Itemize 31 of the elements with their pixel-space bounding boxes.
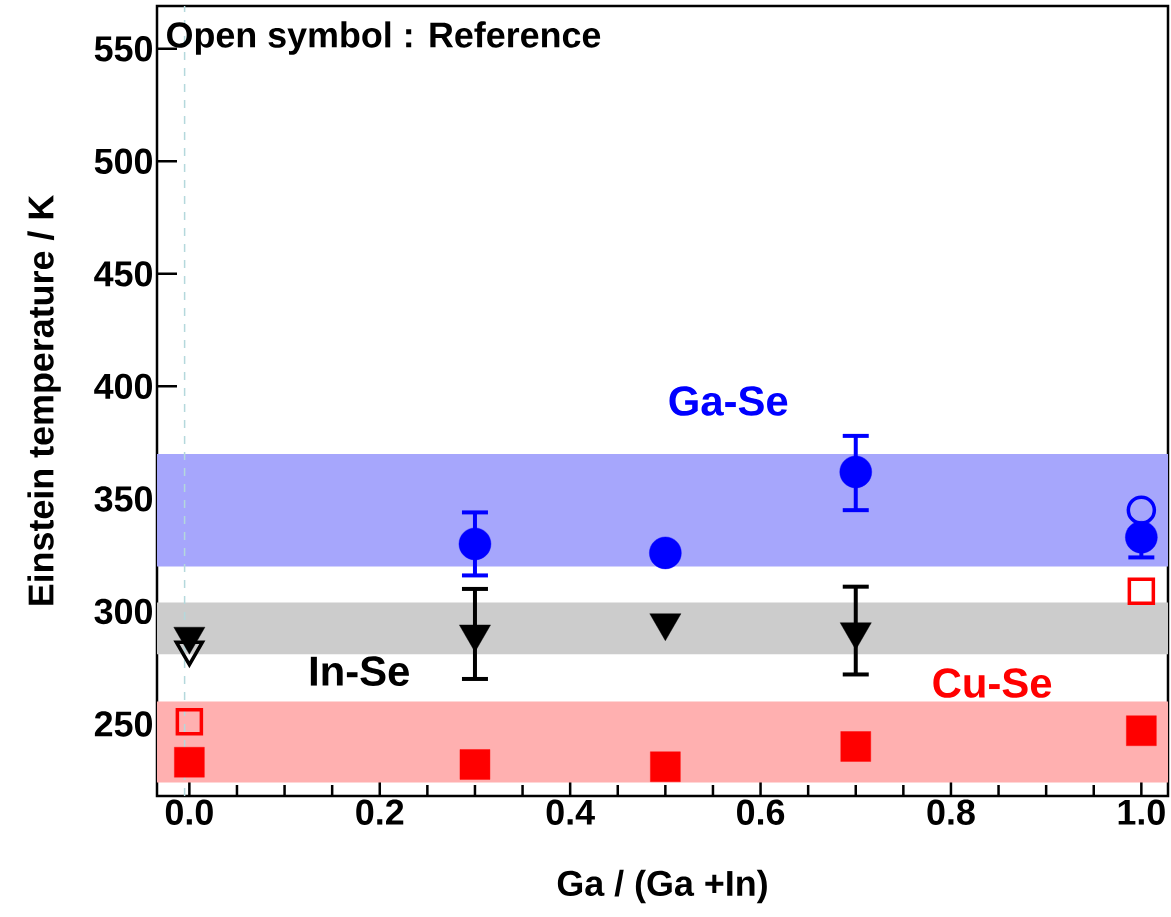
point xyxy=(1125,520,1158,554)
y-tick-label: 500 xyxy=(94,148,152,174)
point xyxy=(174,747,205,778)
y-tick-label: 400 xyxy=(94,373,152,400)
point xyxy=(649,536,682,570)
point xyxy=(175,707,204,736)
annotation: Cu-Se xyxy=(933,668,1052,698)
y-tick-label: 250 xyxy=(94,711,152,737)
point xyxy=(840,731,871,762)
x-tick-label: 0.0 xyxy=(165,799,213,825)
x-tick-label: 0.4 xyxy=(546,799,595,825)
x-axis-title: Ga / (Ga +In) xyxy=(557,869,767,904)
annotation: Open symbol : Reference xyxy=(167,21,601,55)
x-tick-label: 1.0 xyxy=(1118,799,1165,825)
point xyxy=(1127,577,1156,605)
point xyxy=(1126,495,1157,525)
point xyxy=(459,749,491,780)
point xyxy=(839,455,872,489)
point xyxy=(650,751,681,782)
x-tick-label: 0.2 xyxy=(356,799,404,825)
annotation: Ga-Se xyxy=(669,386,788,416)
y-tick-label: 550 xyxy=(94,36,152,62)
point xyxy=(458,527,492,561)
x-tick-label: 0.6 xyxy=(737,799,785,825)
y-axis-title: Einstein temperature / K xyxy=(27,195,61,605)
annotation: In-Se xyxy=(310,656,409,686)
y-tick-label: 450 xyxy=(94,261,152,287)
y-tick-label: 300 xyxy=(94,598,152,625)
point xyxy=(1126,715,1157,746)
y-tick-label: 350 xyxy=(94,486,152,512)
x-tick-label: 0.8 xyxy=(927,799,975,825)
